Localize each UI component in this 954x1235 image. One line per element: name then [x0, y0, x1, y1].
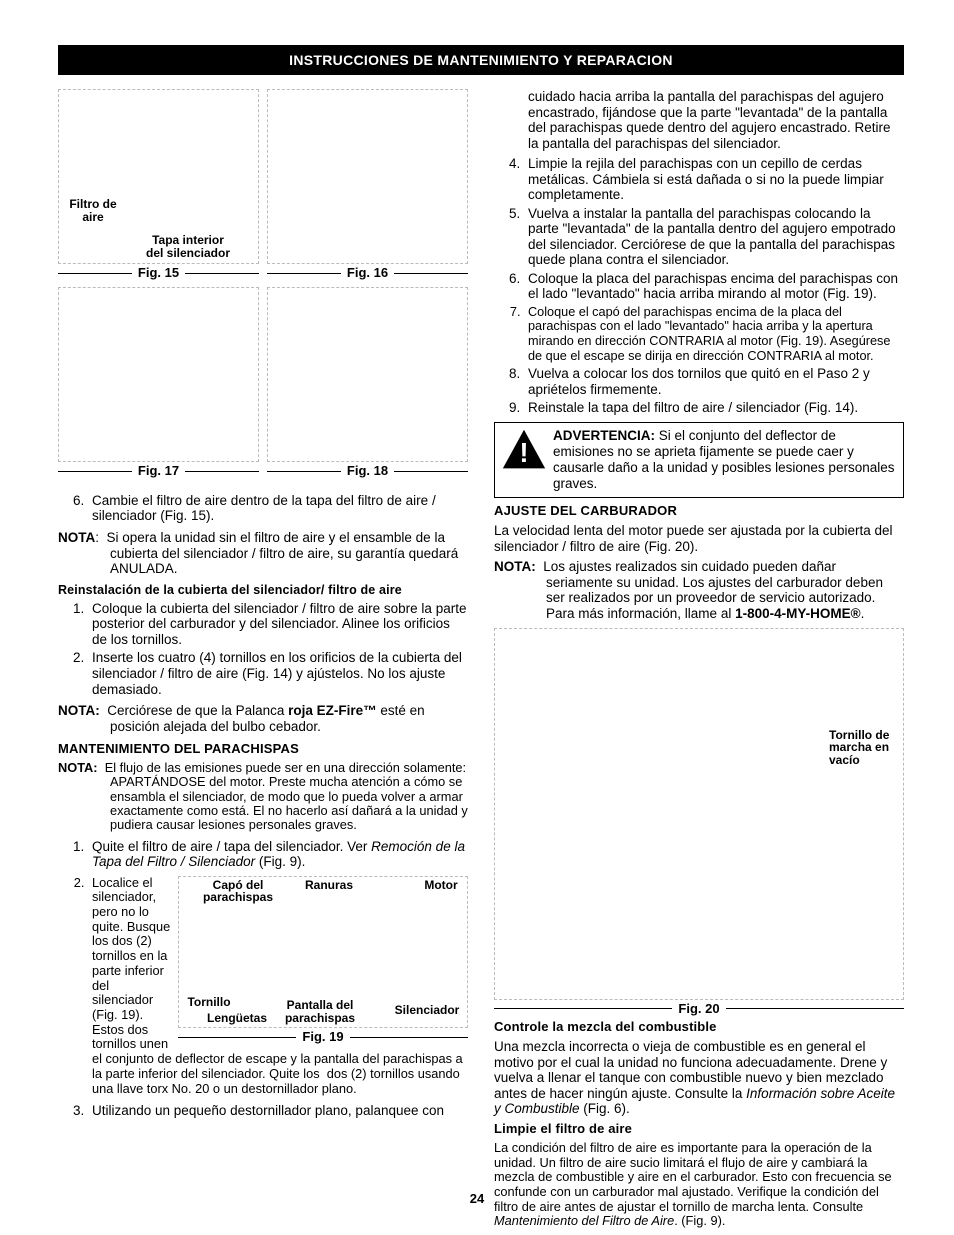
controle-p: Una mezcla incorrecta o vieja de combust… — [494, 1039, 904, 1117]
controle-post: (Fig. 6). — [580, 1101, 630, 1116]
lbl-lenguetas: Lengüetas — [201, 1012, 273, 1025]
label-tapa-interior: Tapa interiordel silenciador — [133, 234, 243, 259]
controle-head: Controle la mezcla del combustible — [494, 1020, 904, 1035]
lbl-pantalla: Pantalla delparachispas — [279, 999, 361, 1024]
lbl-tornillo: Tornillo — [181, 996, 237, 1009]
reinst-step-1: Coloque la cubierta del silenciador / fi… — [88, 601, 468, 648]
nota-2: NOTA: Cerciórese de que la Palanca roja … — [58, 703, 468, 734]
limpie-p: La condición del filtro de aire es impor… — [494, 1141, 904, 1229]
figure-19: Capó delparachispas Ranuras Motor Tornil… — [178, 876, 468, 1028]
ajuste-p: La velocidad lenta del motor puede ser a… — [494, 523, 904, 554]
left-step-6: Cambie el filtro de aire dentro de la ta… — [88, 493, 468, 524]
r-step-8: Vuelva a colocar los dos tornilos que qu… — [524, 366, 904, 397]
ajuste-head: AJUSTE DEL CARBURADOR — [494, 504, 904, 519]
r-step-6: Coloque la placa del parachispas encima … — [524, 271, 904, 302]
lbl-capo: Capó delparachispas — [193, 879, 283, 904]
lbl-tornillo-marcha: Tornillo demarcha envacío — [829, 729, 899, 767]
limpie-ital: Mantenimiento del Filtro de Aire — [494, 1213, 674, 1228]
lbl-motor: Motor — [419, 879, 463, 892]
limpie-head: Limpie el filtro de aire — [494, 1122, 904, 1137]
nota-4-bold: 1-800-4-MY-HOME® — [735, 606, 860, 621]
fig20-caption: Fig. 20 — [678, 1002, 719, 1017]
warning-box: ! ADVERTENCIA: Si el conjunto del deflec… — [494, 422, 904, 499]
left-column: Filtro deaire Tapa interiordel silenciad… — [58, 89, 468, 1234]
lbl-silenciador: Silenciador — [389, 1004, 465, 1017]
lbl-ranuras: Ranuras — [299, 879, 359, 892]
r-step-4: Limpie la rejila del parachispas con un … — [524, 156, 904, 203]
nota-3: NOTA: El flujo de las emisiones puede se… — [58, 761, 468, 833]
figure-17 — [58, 287, 259, 462]
reinst-step-2: Inserte los cuatro (4) tornillos en los … — [88, 650, 468, 697]
nota-3-text: El flujo de las emisiones puede ser en u… — [105, 760, 468, 832]
figure-15: Filtro deaire Tapa interiordel silenciad… — [58, 89, 259, 264]
limpie-post: . (Fig. 9). — [674, 1213, 725, 1228]
warn-label: ADVERTENCIA: — [553, 428, 655, 443]
page-number: 24 — [0, 1192, 954, 1207]
nota-1: NOTA: Si opera la unidad sin el filtro d… — [58, 530, 468, 577]
nota-4-label: NOTA: — [494, 559, 536, 574]
fig18-caption: Fig. 18 — [347, 464, 388, 479]
figure-20: Tornillo demarcha envacío — [494, 628, 904, 1000]
right-column: cuidado hacia arriba la pantalla del par… — [494, 89, 904, 1234]
nota-2-bold: roja EZ-Fire™ — [288, 703, 377, 718]
section-header: INSTRUCCIONES DE MANTENIMIENTO Y REPARAC… — [58, 45, 904, 75]
nota-1-label: NOTA — [58, 530, 95, 545]
mant-head: MANTENIMIENTO DEL PARACHISPAS — [58, 742, 468, 757]
nota-4: NOTA: Los ajustes realizados sin cuidado… — [494, 559, 904, 621]
nota-1-text: : Si opera la unidad sin el filtro de ai… — [95, 530, 458, 576]
r-step-5: Vuelva a instalar la pantalla del parach… — [524, 206, 904, 268]
mant-1-pre: Quite el filtro de aire / tapa del silen… — [92, 839, 371, 854]
label-filtro-de-aire: Filtro deaire — [61, 198, 125, 223]
r-step-7: Coloque el capó del parachispas encima d… — [524, 305, 904, 363]
figure-16 — [267, 89, 468, 264]
svg-text:!: ! — [519, 437, 528, 468]
r-step-9: Reinstale la tapa del filtro de aire / s… — [524, 400, 904, 416]
mant-1-post: (Fig. 9). — [255, 854, 305, 869]
fig19-caption: Fig. 19 — [302, 1030, 343, 1045]
nota-4-post: . — [861, 606, 865, 621]
nota-3-label: NOTA: — [58, 760, 98, 775]
cont-top: cuidado hacia arriba la pantalla del par… — [494, 89, 904, 151]
fig16-caption: Fig. 16 — [347, 266, 388, 281]
figure-18 — [267, 287, 468, 462]
mant-step-3: Utilizando un pequeño destornillador pla… — [88, 1103, 468, 1119]
warning-icon: ! — [501, 427, 547, 473]
fig17-caption: Fig. 17 — [138, 464, 179, 479]
nota-2-pre: Cerciórese de que la Palanca — [107, 703, 288, 718]
fig15-caption: Fig. 15 — [138, 266, 179, 281]
nota-2-label: NOTA: — [58, 703, 100, 718]
reinst-head: Reinstalación de la cubierta del silenci… — [58, 583, 468, 597]
mant-step-1: Quite el filtro de aire / tapa del silen… — [88, 839, 468, 870]
